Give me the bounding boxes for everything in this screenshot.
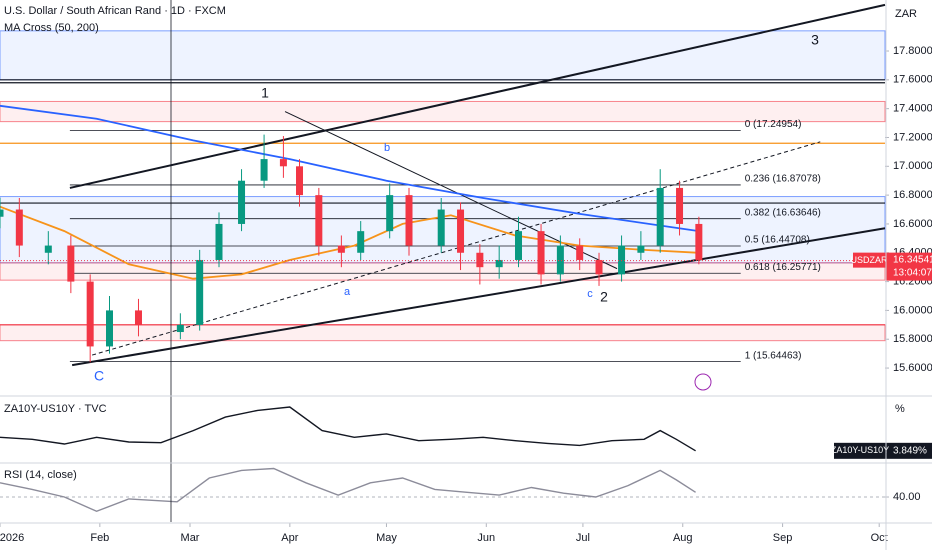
candle-body: [637, 245, 645, 253]
candle-body: [279, 159, 287, 167]
x-tick-label: Feb: [90, 532, 109, 544]
x-tick-label: Oct: [871, 532, 888, 544]
y-tick-label: 17.80000: [893, 45, 932, 57]
candle-body: [86, 281, 94, 347]
price-tag: 16.34541: [893, 254, 932, 265]
x-tick-label: 2026: [0, 532, 24, 544]
candle-body: [176, 324, 184, 333]
wave-label: 1: [261, 85, 269, 101]
candle-body: [595, 259, 603, 275]
plot-layer: 17.80000 17.60000 17.40000 17.20000 17.00000…: [0, 3, 932, 544]
candle-body: [437, 209, 445, 246]
candle-body: [0, 209, 4, 217]
fib-label: 0.618 (16.25771): [745, 262, 821, 273]
trendline: [91, 141, 821, 356]
x-tick-label: May: [376, 532, 397, 544]
event-icon[interactable]: [694, 373, 712, 391]
y-tick-label: 17.00000: [893, 160, 932, 172]
fib-label: 1 (15.64463): [745, 350, 802, 361]
indicator-line: [0, 467, 696, 513]
candle-body: [357, 231, 365, 253]
candle-body: [196, 259, 204, 325]
trendline: [69, 3, 886, 189]
candle-body: [296, 166, 304, 196]
candle-body: [695, 223, 703, 260]
axis-unit: %: [895, 403, 905, 415]
axis-unit: ZAR: [895, 8, 917, 20]
candle-body: [537, 231, 545, 275]
candle-body: [238, 180, 246, 224]
price-tag-bg: [886, 252, 932, 281]
y-tick-label: 16.60000: [893, 218, 932, 230]
fib-label: 0.382 (16.63646): [745, 207, 821, 218]
zone: [0, 30, 886, 81]
candle-body: [676, 187, 684, 224]
candle-body: [515, 231, 523, 260]
candle-body: [476, 252, 484, 268]
x-tick-label: Aug: [673, 532, 693, 544]
countdown: 13:04:07: [893, 267, 932, 278]
fib-label: 0 (17.24954): [745, 119, 802, 130]
fib-label: 0.5 (16.44708): [745, 235, 810, 246]
candle-body: [315, 195, 323, 246]
candle-body: [105, 310, 113, 347]
value-tag-bg: [886, 442, 932, 459]
symbol-tag: USDZAR: [850, 255, 888, 265]
x-tick-label: Sep: [773, 532, 793, 544]
wave-label: b: [384, 142, 390, 154]
trendline: [71, 227, 886, 367]
series-tag: ZA10Y-US10Y: [831, 445, 889, 455]
candle-body: [260, 159, 268, 181]
y-tick-label: 16.80000: [893, 189, 932, 201]
candle-body: [337, 245, 345, 253]
wave-label: C: [94, 368, 104, 384]
candle-body: [495, 259, 503, 268]
y-tick-label: 40.00: [893, 491, 921, 503]
candle-body: [556, 245, 564, 275]
x-tick-label: Mar: [181, 532, 200, 544]
chart-title: U.S. Dollar / South African Rand · 1D · …: [4, 5, 226, 17]
y-tick-label: 17.60000: [893, 74, 932, 86]
moving-average: [0, 104, 700, 232]
candle-body: [386, 195, 394, 232]
series-tag-bg: [834, 442, 886, 459]
x-tick-label: Jun: [477, 532, 495, 544]
candle-body: [134, 310, 142, 325]
y-tick-label: 17.20000: [893, 131, 932, 143]
symbol-tag-bg: [853, 252, 886, 268]
y-tick-label: 16.00000: [893, 304, 932, 316]
x-tick-label: Apr: [281, 532, 298, 544]
wave-label: c: [587, 288, 593, 300]
candle-body: [44, 245, 52, 253]
indicator-line: [0, 406, 696, 452]
candle-body: [67, 245, 75, 282]
y-tick-label: 17.40000: [893, 103, 932, 115]
zone: [0, 100, 886, 123]
candle-body: [618, 245, 626, 275]
wave-label: 2: [600, 289, 608, 305]
candle-body: [576, 245, 584, 260]
y-tick-label: 15.80000: [893, 333, 932, 345]
fib-label: 0.236 (16.87078): [745, 174, 821, 185]
x-tick-label: Jul: [576, 532, 590, 544]
indicator-title: MA Cross (50, 200): [4, 22, 99, 34]
wave-label: 3: [811, 32, 819, 48]
pane-title: ZA10Y-US10Y · TVC: [4, 403, 107, 415]
zone: [0, 324, 886, 342]
candle-body: [656, 187, 664, 246]
candle-body: [405, 195, 413, 246]
candle-body: [15, 209, 23, 246]
candle-body: [215, 223, 223, 260]
candle-body: [457, 209, 465, 253]
y-tick-label: 15.60000: [893, 362, 932, 374]
pane-title: RSI (14, close): [4, 469, 77, 481]
value-label: 3.849%: [893, 445, 927, 456]
wave-label: a: [344, 286, 351, 298]
